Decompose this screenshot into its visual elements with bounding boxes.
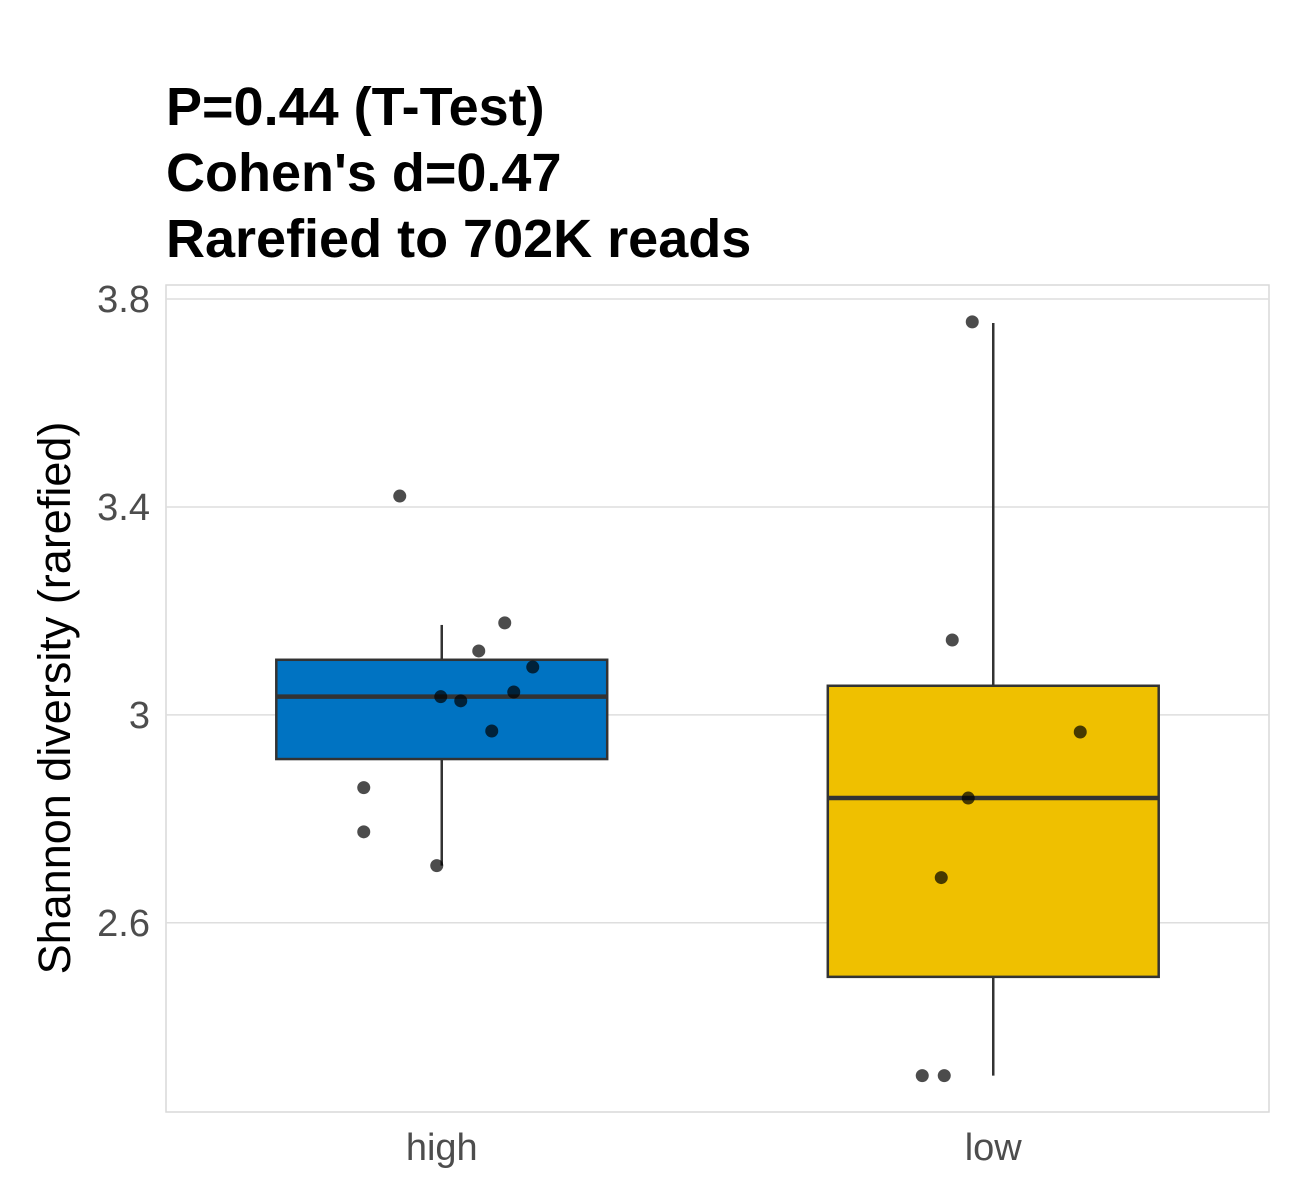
box-low (826, 684, 1160, 979)
data-point (1073, 725, 1087, 739)
box-high (275, 658, 609, 761)
chart-title: P=0.44 (T-Test) Cohen's d=0.47 Rarefied … (166, 74, 751, 272)
data-point (434, 690, 448, 704)
data-point (507, 685, 521, 699)
data-point (961, 791, 975, 805)
data-point (485, 724, 499, 738)
title-line-2: Cohen's d=0.47 (166, 143, 562, 203)
data-point (357, 825, 371, 839)
y-tick-label: 3.8 (97, 279, 150, 321)
y-tick-label: 3 (129, 695, 150, 737)
data-point (454, 694, 468, 708)
data-point (430, 859, 444, 873)
y-tick-label: 2.6 (97, 903, 150, 945)
panel-border (165, 284, 1270, 1113)
data-point (393, 489, 407, 503)
data-point (472, 644, 486, 658)
title-line-3: Rarefied to 702K reads (166, 209, 752, 269)
data-point (915, 1069, 929, 1083)
x-tick-label: low (965, 1127, 1023, 1169)
data-point (937, 1069, 951, 1083)
data-point (526, 660, 540, 674)
y-tick-label: 3.4 (97, 487, 150, 529)
data-point (965, 315, 979, 329)
data-point (498, 616, 512, 630)
x-tick-label: high (406, 1127, 478, 1169)
title-line-1: P=0.44 (T-Test) (166, 77, 545, 137)
data-point (357, 781, 371, 795)
data-point (945, 633, 959, 647)
data-point (934, 871, 948, 885)
y-axis-label: Shannon diversity (rarefied) (29, 422, 80, 975)
